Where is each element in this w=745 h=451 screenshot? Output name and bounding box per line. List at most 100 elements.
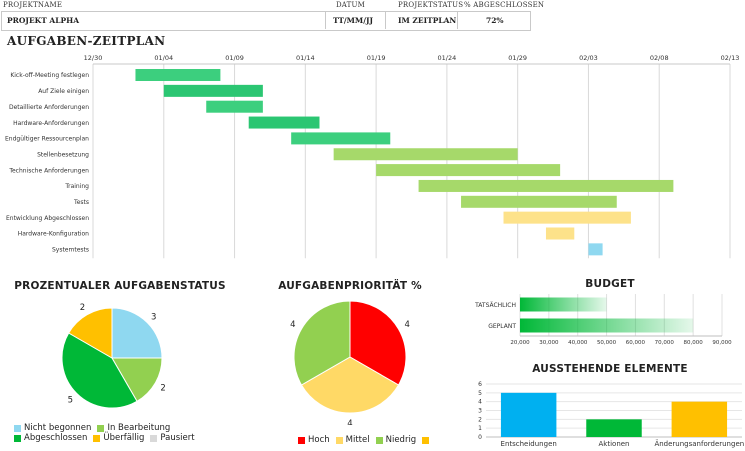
gantt-title: AUFGABEN-ZEITPLAN [7, 34, 166, 48]
status-pie-legend-label: Abgeschlossen [24, 433, 88, 443]
priority-pie-chart: 4 4 4 [290, 300, 410, 425]
status-pie-legend-item: Abgeschlossen [14, 433, 87, 443]
pending-title: AUSSTEHENDE ELEMENTE [532, 363, 688, 375]
budget-tick-label: 70,000 [655, 340, 675, 346]
header-divider [385, 11, 386, 29]
status-value[interactable]: IM ZEITPLAN [398, 16, 457, 25]
priority-pie-title: AUFGABENPRIORITÄT % [278, 280, 422, 292]
budget-tick-label: 30,000 [539, 340, 559, 346]
budget-tick-label: 60,000 [626, 340, 646, 346]
priority-pie-legend-swatch [335, 436, 343, 444]
gantt-task-bar [588, 243, 603, 256]
priority-pie-legend: Hoch Mittel Niedrig [298, 435, 458, 445]
priority-pie-slice [293, 300, 351, 386]
budget-category-label: GEPLANT [488, 323, 516, 330]
budget-tick-label: 80,000 [684, 340, 704, 346]
status-pie-data-label: 2 [160, 384, 165, 394]
gantt-date-tick: 01/24 [438, 54, 457, 62]
priority-pie-legend-label: Niedrig [385, 435, 417, 445]
budget-title: BUDGET [585, 278, 635, 290]
status-pie-data-label: 2 [80, 303, 85, 313]
gantt-task-label: Hardware-Anforderungen [13, 120, 89, 127]
gantt-date-tick: 01/29 [508, 54, 527, 62]
status-pie-legend-swatch [14, 424, 21, 432]
status-pie-legend-swatch [97, 424, 105, 432]
project-name-label: PROJEKTNAME [3, 1, 63, 9]
status-pie-legend-item: Pausiert [150, 433, 195, 443]
budget-category-label: TATSÄCHLICH [474, 302, 516, 309]
gantt-date-tick: 01/09 [225, 54, 244, 62]
status-pie-legend-label: Pausiert [160, 433, 195, 443]
pending-tick-label: 1 [478, 425, 482, 432]
budget-chart: 20,000 30,000 40,000 50,000 60,000 70,000 80,0… [474, 294, 732, 346]
priority-pie-legend-item: Niedrig [375, 435, 417, 445]
gantt-chart: 12/30 01/04 01/09 01/14 01/19 01/24 01/29 02/03… [5, 54, 739, 259]
gantt-task-bar [163, 84, 263, 97]
budget-tick-label: 40,000 [568, 340, 588, 346]
gantt-task-bar [545, 227, 575, 240]
status-pie-legend-label: Nicht begonnen [24, 423, 92, 433]
gantt-task-label: Tests [73, 199, 89, 206]
project-header-row [1, 11, 531, 31]
date-label: DATUM [336, 1, 366, 9]
priority-pie-slice [349, 300, 407, 386]
date-value[interactable]: TT/MM/JJ [333, 16, 374, 25]
gantt-date-tick: 01/14 [296, 54, 315, 62]
status-pie-data-label: 3 [151, 312, 156, 322]
status-pie-chart: 3 2 5 2 [61, 303, 166, 409]
status-pie-slice [111, 307, 163, 359]
gantt-task-bar [418, 179, 674, 192]
gantt-date-tick: 12/30 [84, 54, 103, 62]
budget-tick-label: 90,000 [712, 340, 732, 346]
status-pie-legend-swatch [93, 434, 101, 442]
gantt-task-label: Endgültiger Ressourcenplan [5, 136, 89, 143]
percent-value[interactable]: 72% [486, 16, 504, 25]
budget-tick-label: 20,000 [510, 340, 530, 346]
header-divider [325, 11, 326, 29]
status-pie-legend-item: In Bearbeitung [97, 423, 170, 433]
budget-bar [520, 318, 694, 333]
status-pie-legend-item: Überfällig [93, 433, 144, 443]
pending-category-label: Entscheidungen [501, 440, 557, 448]
status-pie-title: PROZENTUALER AUFGABENSTATUS [14, 280, 226, 292]
priority-pie-data-label: 4 [347, 419, 352, 425]
status-pie-legend-swatch [150, 434, 158, 442]
priority-pie-legend-swatch [298, 436, 305, 444]
pending-bar [586, 419, 642, 437]
gantt-task-bar [333, 148, 518, 161]
priority-pie-legend-swatch [422, 436, 430, 444]
gantt-task-bar [291, 132, 391, 145]
status-pie-slice [111, 357, 163, 402]
priority-pie-legend-item: Hoch [298, 435, 330, 445]
header-divider [457, 11, 458, 29]
budget-tick-label: 50,000 [597, 340, 617, 346]
gantt-date-tick: 01/04 [154, 54, 173, 62]
status-label: PROJEKTSTATUS [398, 1, 464, 9]
pending-bar [671, 401, 728, 437]
priority-pie-data-label: 4 [290, 320, 295, 330]
priority-pie-data-label: 4 [404, 320, 409, 330]
gantt-task-label: Systemtests [52, 247, 89, 254]
gantt-task-bar [135, 69, 221, 81]
status-pie-legend-item: Nicht begonnen [14, 423, 91, 433]
pending-bar [500, 392, 557, 437]
priority-pie-legend-item [422, 436, 432, 444]
gantt-task-label: Kick-off-Meeting festlegen [10, 72, 89, 79]
priority-pie-slice [300, 356, 400, 414]
gantt-task-label: Entwicklung Abgeschlossen [6, 215, 89, 222]
gantt-date-tick: 02/03 [579, 54, 598, 62]
priority-pie-legend-label: Hoch [308, 435, 330, 445]
gantt-task-label: Technische Anforderungen [8, 167, 89, 174]
pending-tick-label: 5 [478, 390, 482, 397]
gantt-task-bar [461, 195, 617, 208]
priority-pie-legend-item: Mittel [335, 435, 370, 445]
status-pie-legend-label: In Bearbeitung [107, 423, 171, 433]
gantt-task-label: Hardware-Konfiguration [18, 231, 89, 238]
pending-category-label: Aktionen [599, 440, 630, 448]
gantt-task-label: Auf Ziele einigen [38, 88, 89, 95]
pending-tick-label: 0 [478, 434, 482, 441]
gantt-task-bar [376, 164, 561, 177]
project-name-value[interactable]: PROJEKT ALPHA [7, 16, 80, 25]
pending-tick-label: 4 [478, 399, 482, 406]
